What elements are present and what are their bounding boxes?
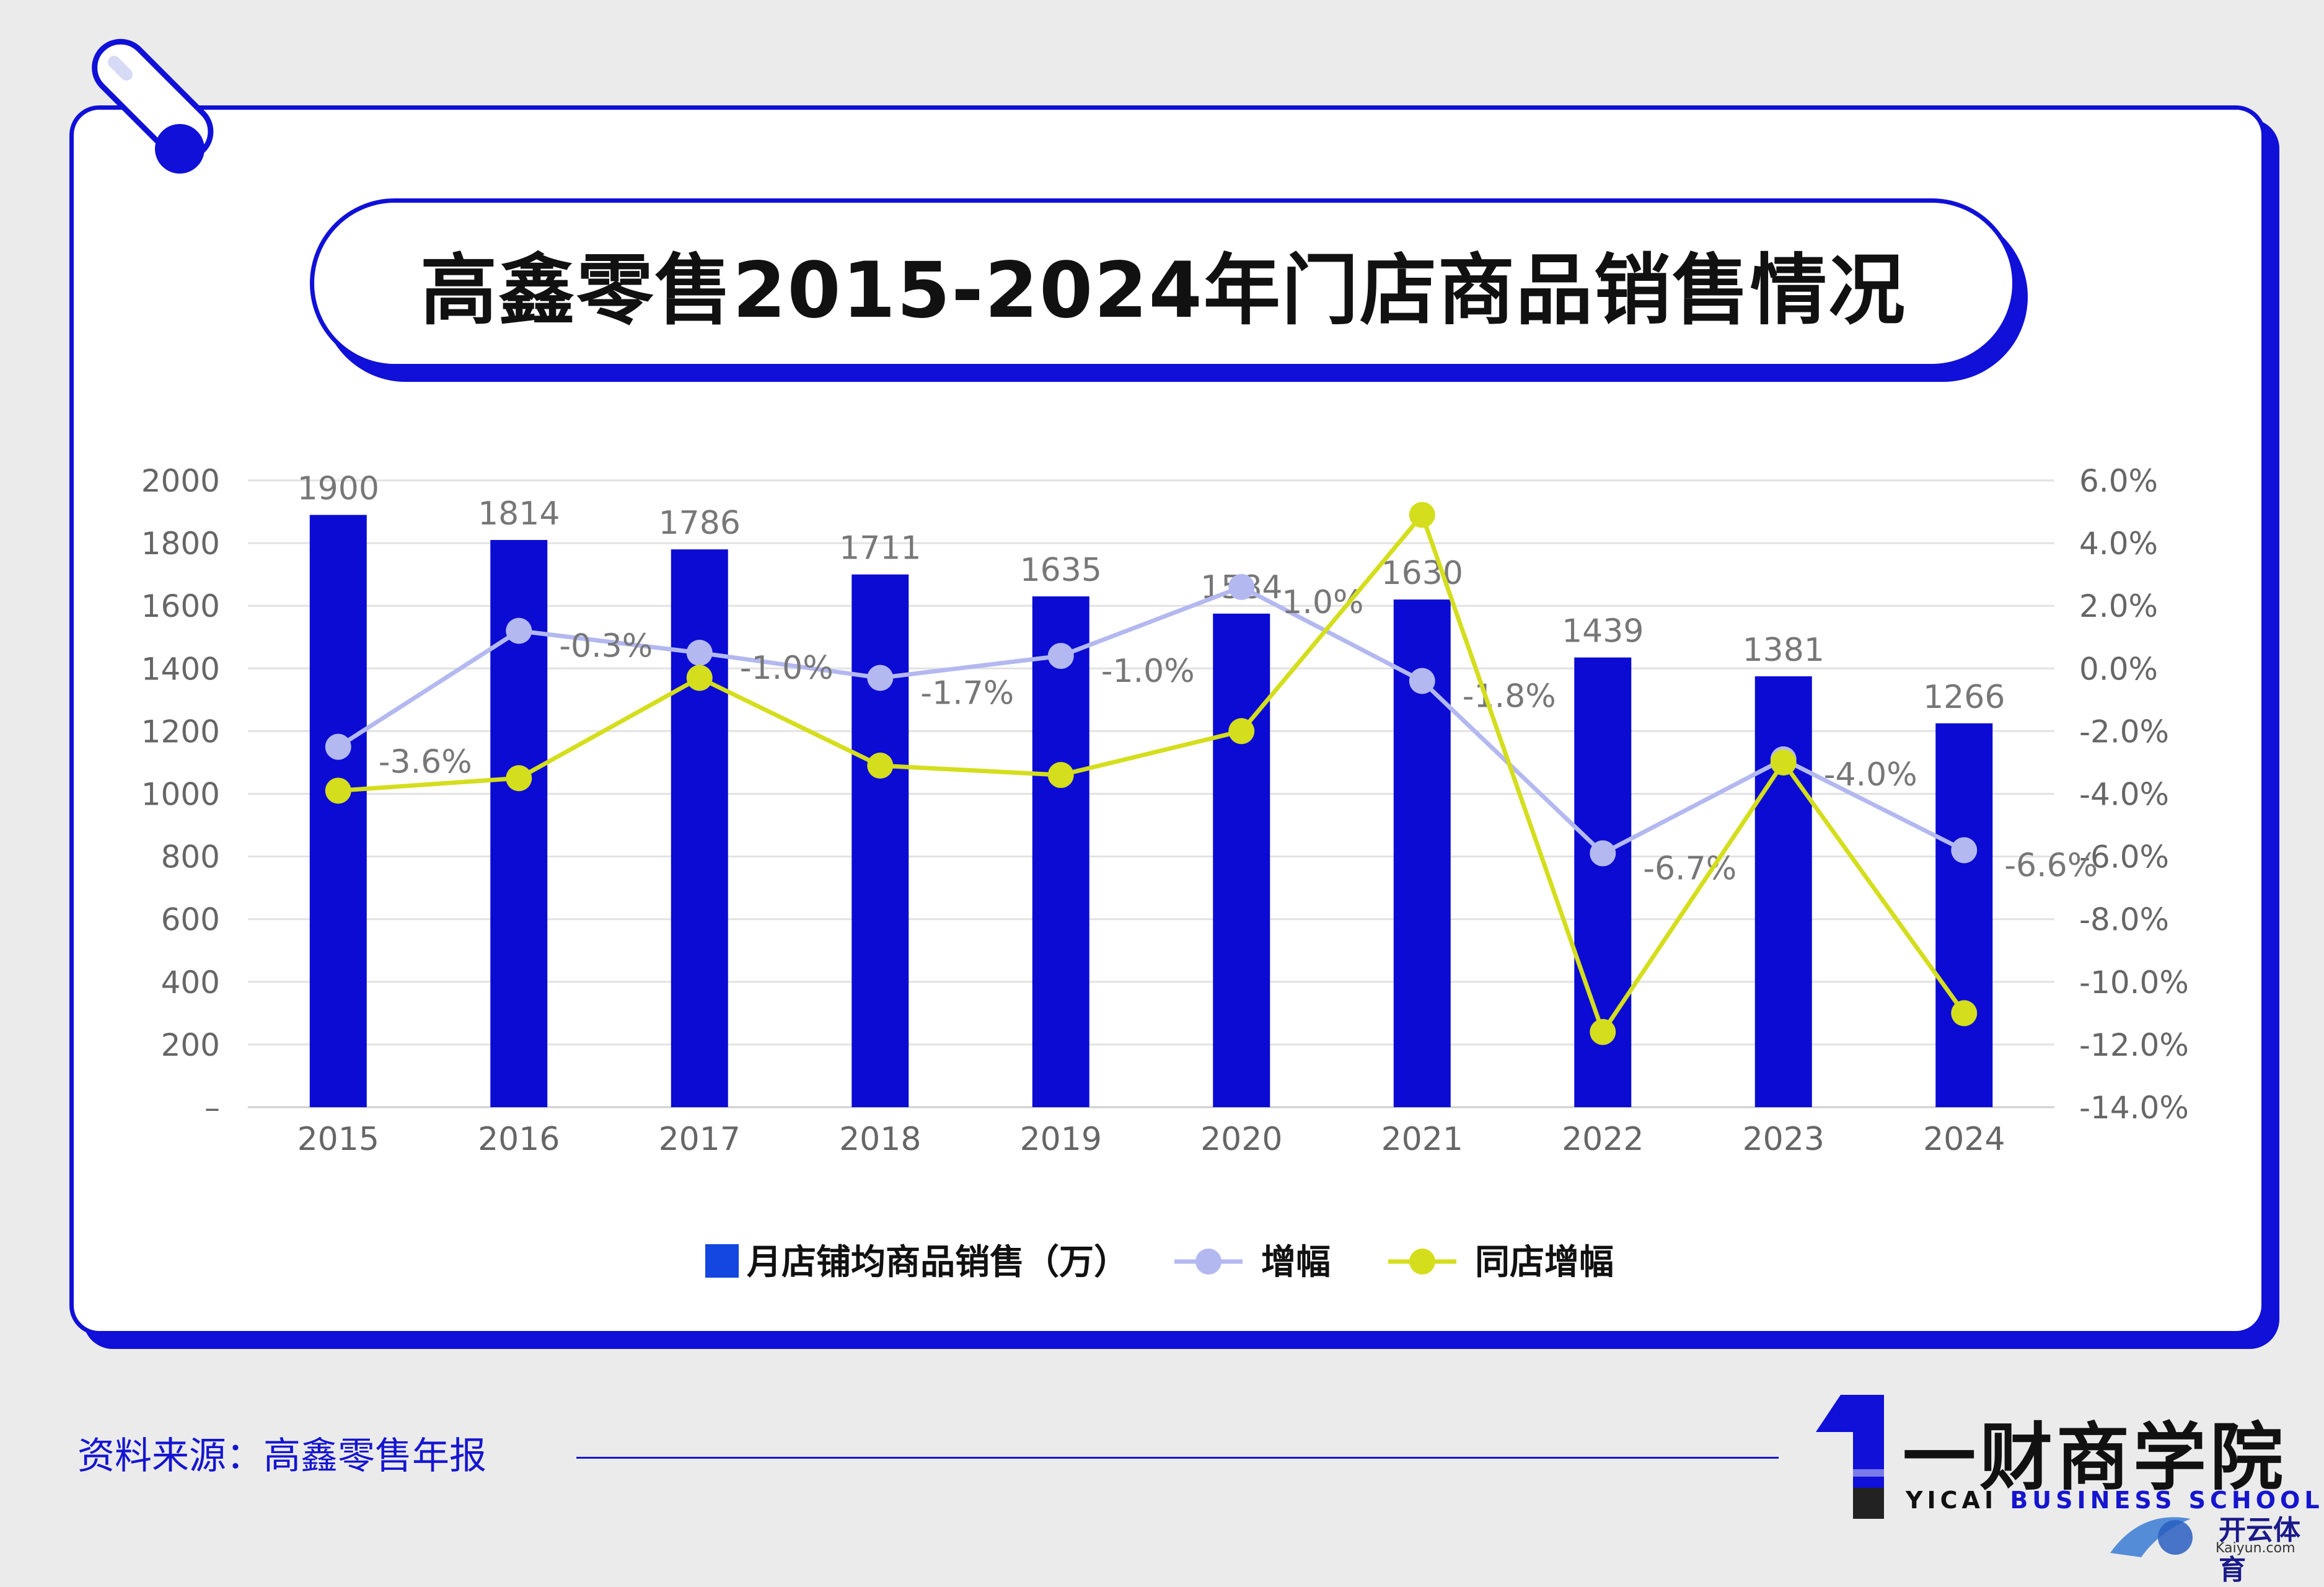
- y-right-tick-label: 6.0%: [2079, 463, 2158, 499]
- yicai-logo-icon: [1816, 1395, 1884, 1519]
- legend-marker-growth: [1195, 1249, 1221, 1275]
- y-left-tick-label: 1400: [141, 651, 220, 687]
- legend-label-bar: 月店铺均商品销售（万）: [747, 1242, 1129, 1283]
- bar-value-label: 1381: [1743, 632, 1824, 669]
- y-right-tick-label: 4.0%: [2079, 526, 2158, 562]
- series-point: [1409, 502, 1435, 528]
- bar-value-label: 1630: [1381, 555, 1463, 592]
- series-point: [1228, 573, 1255, 600]
- series-point: [1047, 643, 1074, 670]
- x-tick-label: 2024: [1923, 1121, 2005, 1158]
- series-line: [337, 585, 1965, 856]
- line-value-label: -0.3%: [559, 628, 653, 665]
- bar-value-label: 1786: [659, 505, 741, 542]
- line-value-label: -1.8%: [1463, 678, 1556, 715]
- series-point: [867, 665, 894, 691]
- legend-label-same-store: 同店增幅: [1475, 1242, 1614, 1283]
- y-right-tick-label: 0.0%: [2079, 651, 2158, 687]
- y-right-tick-label: -10.0%: [2079, 965, 2189, 1001]
- series-point: [1047, 762, 1074, 789]
- x-tick-label: 2017: [659, 1121, 741, 1158]
- y-left-tick-label: 1800: [141, 526, 220, 562]
- y-right-tick-label: -4.0%: [2079, 777, 2169, 813]
- y-left-tick-label: 200: [161, 1027, 220, 1063]
- y-left-tick-label: 1200: [141, 714, 220, 749]
- legend-swatch-bar: [705, 1244, 739, 1278]
- bar: [1032, 596, 1089, 1107]
- series-point: [506, 765, 532, 792]
- x-tick-label: 2019: [1020, 1121, 1102, 1158]
- legend-marker-same-store: [1409, 1249, 1435, 1275]
- series-point: [686, 665, 713, 691]
- chart-title: 高鑫零售2015-2024年门店商品销售情况: [420, 246, 1906, 335]
- logo-english: YICAI BUSINESS SCHOOL: [1906, 1487, 2324, 1514]
- x-tick-label: 2023: [1743, 1121, 1824, 1158]
- x-tick-label: 2015: [297, 1121, 379, 1158]
- paperclip-icon: [92, 38, 214, 174]
- series-point: [1951, 1000, 1978, 1027]
- series-point: [867, 753, 894, 779]
- divider: [576, 1457, 1779, 1459]
- y-right-tick-label: -12.0%: [2079, 1027, 2189, 1063]
- y-left-tick-label: 800: [161, 839, 220, 875]
- x-tick-label: 2016: [478, 1121, 560, 1158]
- series-point: [1590, 840, 1616, 867]
- bar: [1935, 723, 1993, 1107]
- title-banner: 高鑫零售2015-2024年门店商品销售情况: [310, 198, 2017, 368]
- series-point: [1770, 749, 1797, 776]
- logo-chinese: 一财商学院: [1903, 1415, 2287, 1500]
- bar-value-label: 1266: [1923, 679, 2005, 716]
- y-right-tick-label: -6.0%: [2079, 839, 2169, 875]
- x-tick-label: 2022: [1562, 1121, 1644, 1158]
- source-note: 资料来源：高鑫零售年报: [77, 1434, 486, 1478]
- bar: [671, 549, 728, 1107]
- series-point: [325, 777, 351, 804]
- bar: [1213, 613, 1270, 1107]
- series-point: [1228, 718, 1255, 745]
- y-left-tick-label: 1000: [141, 777, 220, 813]
- legend-label-growth: 增幅: [1261, 1242, 1331, 1283]
- series-point: [1951, 837, 1978, 864]
- line-value-label: -6.6%: [2004, 847, 2098, 884]
- x-tick-label: 2021: [1381, 1121, 1463, 1158]
- line-value-label: -1.0%: [1101, 653, 1195, 690]
- series-point: [1590, 1019, 1616, 1045]
- watermark-logo-icon: [2110, 1517, 2193, 1557]
- line-value-label: -3.6%: [379, 744, 472, 781]
- series-line: [338, 510, 1966, 1037]
- y-left-tick-label: 1600: [141, 588, 220, 624]
- line-value-label: -1.0%: [740, 650, 834, 687]
- series-point: [1409, 668, 1435, 694]
- series-point: [325, 733, 351, 760]
- y-left-tick-label: –: [205, 1090, 220, 1126]
- bar-value-label: 1814: [478, 495, 560, 533]
- y-right-tick-label: -14.0%: [2079, 1090, 2189, 1126]
- y-left-tick-label: 600: [161, 902, 220, 938]
- bar-value-label: 1900: [297, 471, 379, 508]
- bar: [1754, 676, 1812, 1107]
- x-tick-label: 2018: [839, 1121, 921, 1158]
- y-left-tick-label: 400: [161, 965, 220, 1001]
- series-point: [506, 617, 532, 644]
- line-value-label: -4.0%: [1824, 756, 1917, 794]
- line-value-label: -1.7%: [920, 674, 1014, 712]
- x-tick-label: 2020: [1200, 1121, 1282, 1158]
- watermark-subtext: Kaiyun.com: [2216, 1541, 2295, 1556]
- y-right-tick-label: 2.0%: [2079, 588, 2158, 624]
- y-right-tick-label: -8.0%: [2079, 902, 2169, 938]
- bar-value-label: 1711: [839, 530, 921, 567]
- y-left-tick-label: 2000: [141, 463, 220, 499]
- series-point: [686, 640, 713, 666]
- bar: [852, 574, 909, 1107]
- y-right-tick-label: -2.0%: [2079, 714, 2169, 749]
- bar-value-label: 1635: [1020, 552, 1102, 589]
- bar-value-label: 1439: [1562, 613, 1644, 650]
- bar: [309, 515, 367, 1107]
